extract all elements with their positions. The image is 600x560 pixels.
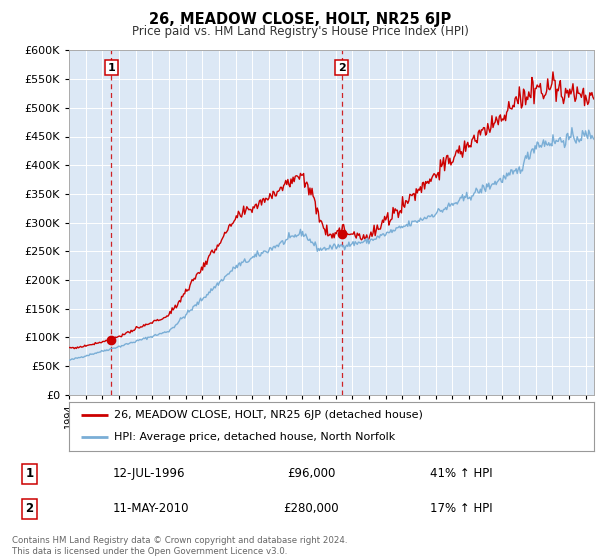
Text: 12-JUL-1996: 12-JUL-1996 [113,468,185,480]
Text: 1: 1 [107,63,115,73]
Text: HPI: Average price, detached house, North Norfolk: HPI: Average price, detached house, Nort… [113,432,395,442]
Text: Price paid vs. HM Land Registry's House Price Index (HPI): Price paid vs. HM Land Registry's House … [131,25,469,38]
Text: 2: 2 [25,502,34,515]
Text: 26, MEADOW CLOSE, HOLT, NR25 6JP (detached house): 26, MEADOW CLOSE, HOLT, NR25 6JP (detach… [113,410,422,420]
Text: 1: 1 [25,468,34,480]
Text: 41% ↑ HPI: 41% ↑ HPI [430,468,493,480]
Text: 11-MAY-2010: 11-MAY-2010 [113,502,190,515]
Text: Contains HM Land Registry data © Crown copyright and database right 2024.
This d: Contains HM Land Registry data © Crown c… [12,536,347,556]
Text: £280,000: £280,000 [284,502,340,515]
Text: 2: 2 [338,63,346,73]
Text: 26, MEADOW CLOSE, HOLT, NR25 6JP: 26, MEADOW CLOSE, HOLT, NR25 6JP [149,12,451,27]
Text: £96,000: £96,000 [287,468,336,480]
Text: 17% ↑ HPI: 17% ↑ HPI [430,502,493,515]
